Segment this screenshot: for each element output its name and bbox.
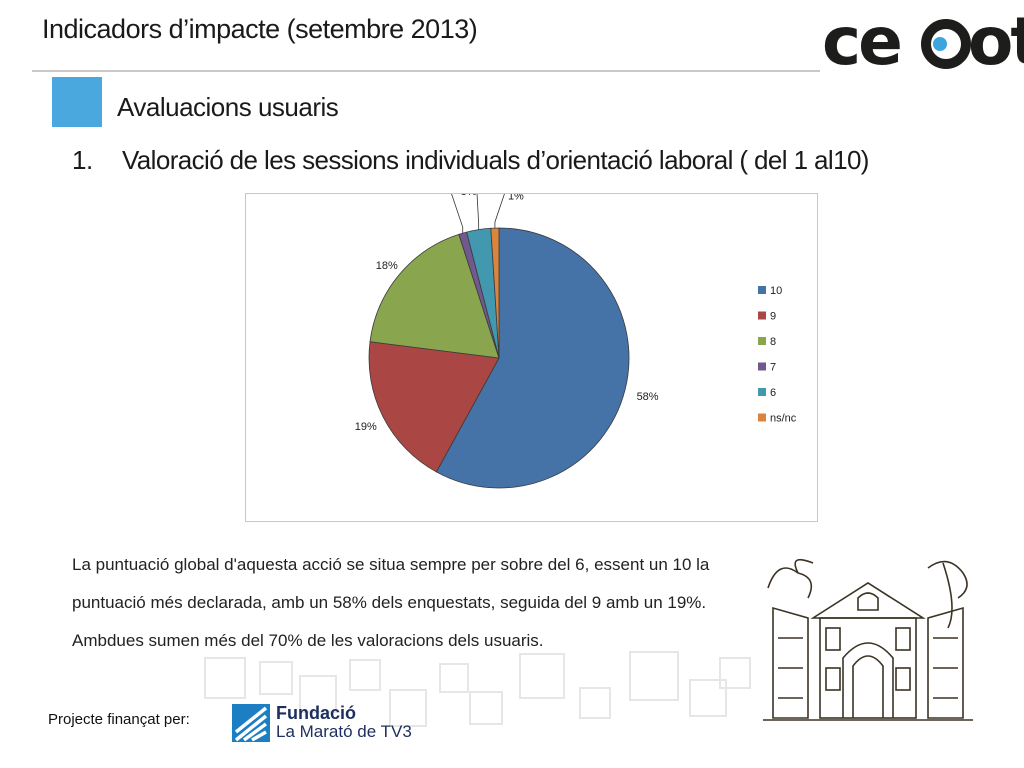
pie-data-label: 58% [637, 391, 659, 403]
subtitle-number: 1. [72, 145, 93, 175]
pie-chart: 58% 19% 18% 1% 3% 1% 10 9 8 7 6 ns/nc [355, 194, 797, 489]
legend-label: 6 [770, 387, 776, 399]
pie-slice-9 [368, 341, 500, 473]
legend-swatch [758, 311, 766, 320]
legend-swatch [758, 337, 766, 345]
funder-subname: La Marató de TV3 [276, 722, 412, 741]
legend-label: 9 [770, 311, 776, 323]
svg-text:ce: ce [822, 8, 900, 72]
chart-subtitle: Valoració de les sessions individuals d’… [122, 145, 869, 175]
pie-data-label: 1% [432, 194, 448, 196]
summary-paragraph: La puntuació global d'aquesta acció se s… [72, 555, 710, 650]
legend-label: 7 [770, 362, 776, 374]
section-bullet [52, 77, 102, 127]
building-illustration [763, 558, 973, 721]
header-divider [32, 70, 820, 72]
svg-text:ot: ot [968, 8, 1024, 72]
pie-data-label: 19% [355, 421, 377, 433]
pie-data-label: 3% [461, 194, 477, 198]
pie-leader-line [494, 194, 505, 229]
funded-by-label: Projecte finançat per: [48, 711, 190, 728]
cecot-logo: ce ot [822, 8, 1024, 72]
pie-data-label: 1% [508, 194, 524, 203]
legend-swatch [758, 388, 766, 396]
legend-label: 8 [770, 336, 776, 348]
legend-swatch [758, 286, 766, 294]
pie-data-label: 18% [376, 260, 398, 272]
pie-leader-line [476, 194, 480, 230]
chart-frame: 58% 19% 18% 1% 3% 1% 10 9 8 7 6 ns/nc [245, 193, 818, 522]
page-title: Indicadors d’impacte (setembre 2013) [42, 14, 478, 44]
decorative-squares [204, 651, 751, 727]
legend-label: 10 [770, 285, 782, 297]
marato-logo [232, 704, 270, 742]
legend-swatch [758, 362, 766, 371]
legend-label: ns/nc [770, 413, 797, 425]
funder-name: Fundació [276, 703, 356, 723]
pie-slice-8 [369, 233, 500, 359]
legend-swatch [758, 413, 766, 422]
pie-slice-10 [435, 227, 630, 489]
pie-leader-line [451, 194, 464, 234]
section-title: Avaluacions usuaris [117, 92, 339, 122]
